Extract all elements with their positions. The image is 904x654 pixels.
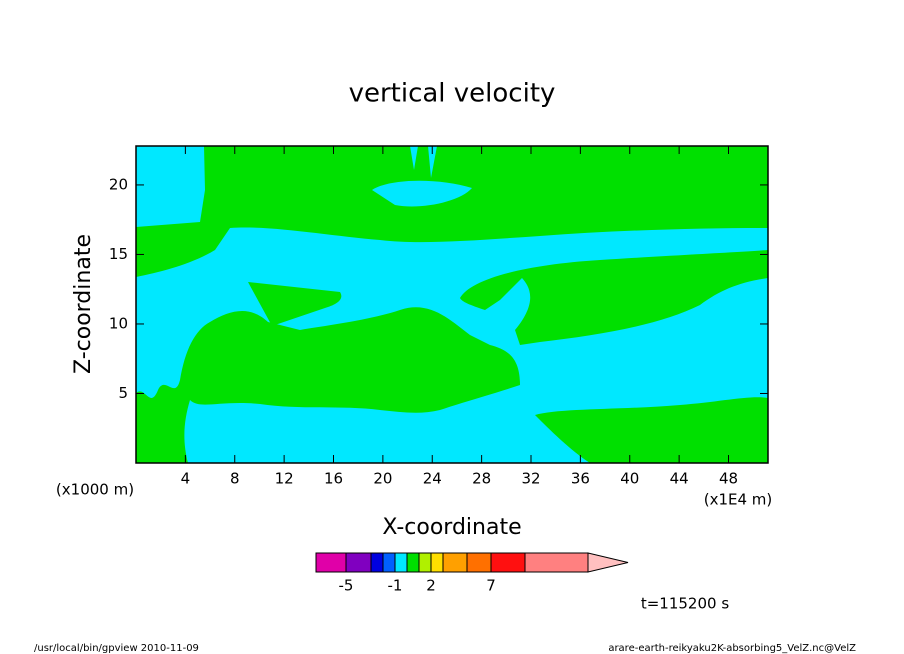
y-tick-label: 10: [109, 314, 128, 332]
y-axis-label: Z-coordinate: [71, 234, 96, 374]
region: [460, 250, 768, 345]
y-tick-label: 5: [118, 384, 128, 402]
region: [136, 307, 520, 463]
x-tick-label: 12: [275, 470, 294, 488]
annotation: t=115200 s: [641, 595, 729, 613]
colorbar-box: [345, 552, 372, 573]
y-tick-label: 15: [109, 245, 128, 263]
colorbar-box: [524, 552, 589, 573]
footer-left: /usr/local/bin/gpview 2010-11-09: [34, 643, 199, 654]
colorbar-box: [442, 552, 468, 573]
region: [248, 282, 342, 326]
x-unit-left: (x1000 m): [56, 481, 134, 499]
y-tick-label: 20: [109, 175, 128, 193]
region: [136, 146, 768, 277]
colorbar: -5 -1 2 7: [315, 552, 629, 595]
colorbar-tick-label: -1: [388, 577, 403, 595]
colorbar-box: [490, 552, 526, 573]
colorbar-box: [382, 552, 396, 573]
x-tick-label: 4: [181, 470, 191, 488]
colorbar-box: [418, 552, 432, 573]
footer-right: arare-earth-reikyaku2K-absorbing5_VelZ.n…: [608, 643, 856, 654]
x-tick-label: 48: [719, 470, 738, 488]
colorbar-tick-label: 7: [486, 577, 496, 595]
plot-frame: [135, 145, 769, 464]
colorbar-box: [315, 552, 347, 573]
colorbar-box: [370, 552, 384, 573]
x-tick-label: 44: [670, 470, 689, 488]
colorbar-tick-label: -5: [339, 577, 354, 595]
region: [535, 397, 768, 463]
x-tick-label: 36: [571, 470, 590, 488]
colorbar-box: [430, 552, 444, 573]
region: [184, 146, 472, 207]
contour-field: [135, 145, 769, 464]
x-axis-label: X-coordinate: [382, 515, 521, 540]
chart-title: vertical velocity: [349, 79, 556, 109]
x-unit-right: (x1E4 m): [704, 491, 773, 509]
colorbar-box: [394, 552, 408, 573]
x-tick-label: 40: [620, 470, 639, 488]
x-tick-label: 24: [423, 470, 442, 488]
x-tick-label: 16: [324, 470, 343, 488]
colorbar-extension: [587, 552, 629, 573]
colorbar-box: [406, 552, 420, 573]
x-tick-label: 32: [521, 470, 540, 488]
colorbar-tick-label: 2: [426, 577, 436, 595]
x-tick-label: 28: [472, 470, 491, 488]
x-tick-label: 8: [230, 470, 240, 488]
x-tick-label: 20: [373, 470, 392, 488]
colorbar-box: [466, 552, 492, 573]
